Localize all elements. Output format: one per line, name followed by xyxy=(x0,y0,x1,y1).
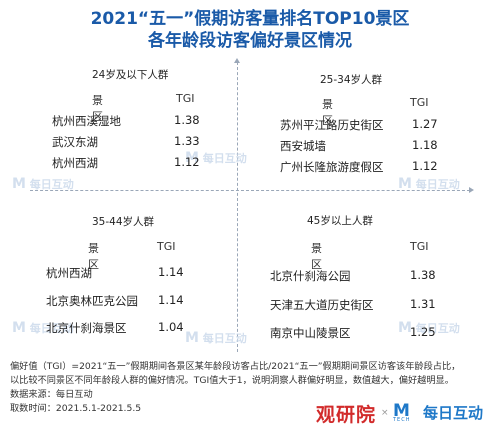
tgi-value: 1.12 xyxy=(412,159,438,173)
watermark: M 每日互动 xyxy=(398,320,460,336)
data-period: 取数时间：2021.5.1-2021.5.5 xyxy=(10,403,142,414)
table-row: 南京中山陵景区 1.25 xyxy=(270,325,460,343)
horizontal-axis-arrow xyxy=(469,187,474,193)
col-header-tgi: TGI xyxy=(410,240,429,253)
tgi-value: 1.38 xyxy=(410,268,436,282)
tgi-value: 1.12 xyxy=(174,155,200,169)
data-source: 数据来源：每日互动 xyxy=(10,389,93,400)
table-row: 苏州平江路历史街区 1.27 xyxy=(280,117,470,135)
tgi-value: 1.27 xyxy=(412,117,438,131)
vertical-axis xyxy=(234,58,240,352)
table-row: 广州长隆旅游度假区 1.12 xyxy=(280,159,470,177)
scenic-spot-name: 南京中山陵景区 xyxy=(270,326,351,340)
guanyanyuan-logo: 观研院 xyxy=(316,404,377,426)
tgi-value: 1.31 xyxy=(410,297,436,311)
footer-notes: 偏好值（TGI）=2021“五一”假期期间各景区某年龄段访客占比/2021“五一… xyxy=(10,360,490,416)
col-header-tgi: TGI xyxy=(176,92,195,105)
horizontal-axis xyxy=(30,187,474,193)
scenic-spot-name: 杭州西湖 xyxy=(52,156,98,170)
panel-title: 35-44岁人群 xyxy=(92,216,155,228)
watermark: M 每日互动 xyxy=(185,330,247,346)
tgi-value: 1.25 xyxy=(410,325,436,339)
watermark: M 每日互动 xyxy=(185,150,247,166)
scenic-spot-name: 杭州西湖 xyxy=(46,266,92,280)
tgi-value: 1.14 xyxy=(158,293,184,307)
tgi-value: 1.18 xyxy=(412,138,438,152)
panel-title: 45岁以上人群 xyxy=(307,215,373,227)
table-row: 杭州西溪湿地 1.38 xyxy=(52,113,242,131)
panel-title: 24岁及以下人群 xyxy=(92,69,169,81)
table-row: 天津五大道历史街区 1.31 xyxy=(270,297,460,315)
table-row: 杭州西湖 1.12 xyxy=(52,155,242,173)
table-row: 北京什刹海公园 1.38 xyxy=(270,268,460,286)
col-header-tgi: TGI xyxy=(410,96,429,109)
scenic-spot-name: 北京奥林匹克公园 xyxy=(46,294,138,308)
scenic-spot-name: 西安城墙 xyxy=(280,139,326,153)
table-row: 武汉东湖 1.33 xyxy=(52,134,242,152)
tgi-value: 1.04 xyxy=(158,320,184,334)
meirihudong-logo: M TECH 每日互动 xyxy=(393,399,493,425)
tgi-value: 1.38 xyxy=(174,113,200,127)
col-header-name: 景区 xyxy=(88,242,99,271)
mt-logo-icon: M xyxy=(393,401,410,421)
col-header-name: 景区 xyxy=(92,94,103,123)
tgi-explanation: 以比较不同景区不同年龄段人群的偏好情况。TGI值大于1，说明洞察人群偏好明显，数… xyxy=(10,375,454,386)
table-row: 北京奥林匹克公园 1.14 xyxy=(46,293,236,311)
scenic-spot-name: 北京什刹海公园 xyxy=(270,269,351,283)
tgi-definition: 偏好值（TGI）=2021“五一”假期期间各景区某年龄段访客占比/2021“五一… xyxy=(10,361,461,372)
scenic-spot-name: 北京什刹海景区 xyxy=(46,321,127,335)
chart-title-line2: 各年龄段访客偏好景区情况 xyxy=(148,31,352,51)
watermark: M 每日互动 xyxy=(398,176,460,192)
scenic-spot-name: 武汉东湖 xyxy=(52,135,98,149)
tech-label: TECH xyxy=(393,417,411,423)
table-row: 西安城墙 1.18 xyxy=(280,138,470,156)
chart-title-line1: 2021“五一”假期访客量排名TOP10景区 xyxy=(90,9,410,29)
watermark: M 每日互动 xyxy=(12,320,74,336)
table-row: 杭州西湖 1.14 xyxy=(46,265,236,283)
scenic-spot-name: 杭州西溪湿地 xyxy=(52,114,121,128)
tgi-value: 1.14 xyxy=(158,265,184,279)
vertical-axis-arrow xyxy=(234,58,240,63)
col-header-name: 景区 xyxy=(311,242,322,271)
logo-separator: × xyxy=(381,408,389,418)
table-row: 北京什刹海景区 1.04 xyxy=(46,320,236,338)
scenic-spot-name: 广州长隆旅游度假区 xyxy=(280,160,384,174)
watermark: M 每日互动 xyxy=(12,176,74,192)
scenic-spot-name: 天津五大道历史街区 xyxy=(270,298,374,312)
tgi-value: 1.33 xyxy=(174,134,200,148)
scenic-spot-name: 苏州平江路历史街区 xyxy=(280,118,384,132)
meirihudong-name: 每日互动 xyxy=(423,404,484,422)
col-header-tgi: TGI xyxy=(157,240,176,253)
col-header-name: 景区 xyxy=(322,98,333,127)
panel-title: 25-34岁人群 xyxy=(320,74,383,86)
